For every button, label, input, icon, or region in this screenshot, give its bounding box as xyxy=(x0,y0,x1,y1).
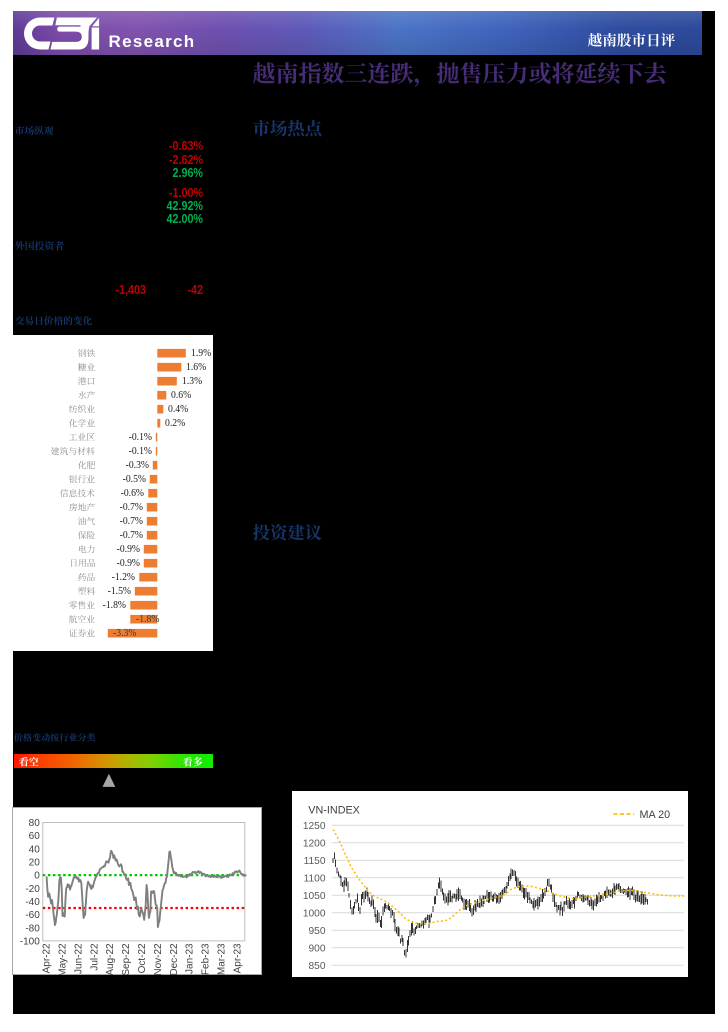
svg-text:1050: 1050 xyxy=(303,891,326,902)
svg-text:-100: -100 xyxy=(20,936,40,947)
svg-text:Aug-22: Aug-22 xyxy=(105,942,116,974)
svg-text:VN-INDEX: VN-INDEX xyxy=(309,805,361,817)
svg-text:Dec-22: Dec-22 xyxy=(169,942,180,974)
svg-text:Mar-23: Mar-23 xyxy=(217,942,228,974)
svg-text:1250: 1250 xyxy=(303,821,326,832)
svg-text:MA 20: MA 20 xyxy=(640,809,671,821)
svg-text:Apr-22: Apr-22 xyxy=(42,942,53,972)
svg-text:60: 60 xyxy=(29,831,41,842)
svg-text:1200: 1200 xyxy=(303,838,326,849)
svg-text:Sep-22: Sep-22 xyxy=(121,942,132,974)
svg-text:-60: -60 xyxy=(26,910,41,921)
svg-text:Nov-22: Nov-22 xyxy=(153,942,164,974)
svg-text:40: 40 xyxy=(29,844,41,855)
svg-text:-80: -80 xyxy=(26,923,41,934)
svg-text:May-22: May-22 xyxy=(58,942,69,974)
svg-text:-20: -20 xyxy=(26,883,41,894)
svg-text:Jul-22: Jul-22 xyxy=(89,942,100,970)
svg-text:Apr-23: Apr-23 xyxy=(233,942,244,972)
svg-text:1150: 1150 xyxy=(304,856,326,867)
svg-text:850: 850 xyxy=(309,961,326,972)
svg-text:0: 0 xyxy=(34,870,40,881)
svg-text:20: 20 xyxy=(29,857,41,868)
svg-text:900: 900 xyxy=(309,943,326,954)
svg-text:1100: 1100 xyxy=(304,873,326,884)
svg-text:Feb-23: Feb-23 xyxy=(201,942,212,974)
svg-text:950: 950 xyxy=(309,926,326,937)
svg-text:1000: 1000 xyxy=(303,908,326,919)
svg-text:Oct-22: Oct-22 xyxy=(137,942,148,972)
svg-text:-40: -40 xyxy=(26,897,41,908)
svg-text:Jun-22: Jun-22 xyxy=(74,942,85,973)
svg-text:Jan-23: Jan-23 xyxy=(185,942,196,973)
svg-text:80: 80 xyxy=(29,818,41,829)
